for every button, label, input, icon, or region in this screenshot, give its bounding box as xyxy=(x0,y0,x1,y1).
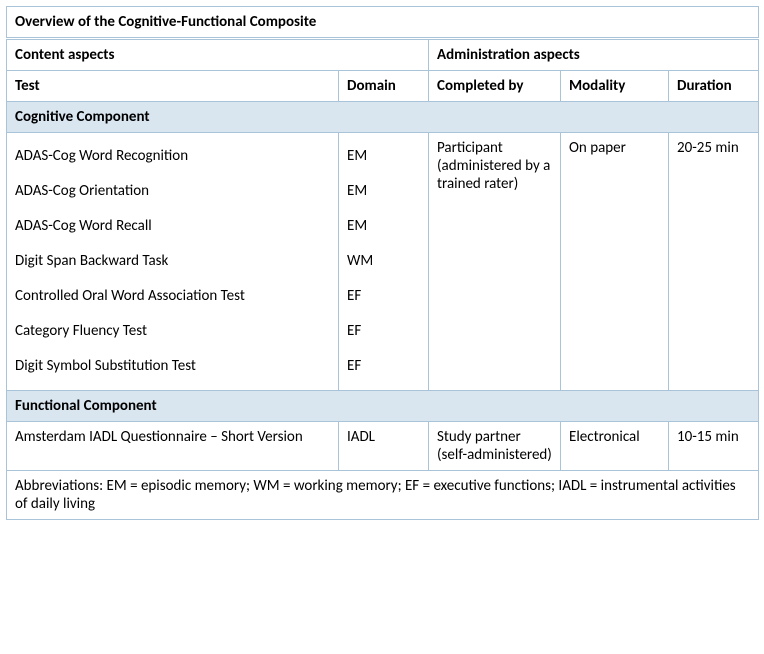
cognitive-domains-cell: EM EM EM WM EF EF EF xyxy=(339,133,429,391)
functional-section-row: Functional Component xyxy=(7,391,759,422)
cognitive-test-name: ADAS-Cog Word Recall xyxy=(15,209,330,244)
cfc-overview-table: Overview of the Cognitive-Functional Com… xyxy=(6,6,759,520)
cognitive-test-domain: EM xyxy=(347,209,420,244)
functional-test-name: Amsterdam IADL Questionnaire – Short Ver… xyxy=(7,422,339,471)
col-domain-header: Domain xyxy=(339,71,429,102)
cognitive-completedby: Participant (administered by a trained r… xyxy=(429,133,561,391)
cognitive-test-name: Digit Span Backward Task xyxy=(15,244,330,279)
col-duration-header: Duration xyxy=(669,71,759,102)
table-title: Overview of the Cognitive-Functional Com… xyxy=(7,7,759,39)
aspects-header-row: Content aspects Administration aspects xyxy=(7,39,759,71)
functional-data-row: Amsterdam IADL Questionnaire – Short Ver… xyxy=(7,422,759,471)
content-aspects-header: Content aspects xyxy=(7,39,429,71)
cognitive-test-domain: EM xyxy=(347,139,420,174)
functional-modality: Electronical xyxy=(561,422,669,471)
cognitive-test-name: Category Fluency Test xyxy=(15,314,330,349)
cognitive-test-name: Digit Symbol Substitution Test xyxy=(15,349,330,384)
cognitive-test-name: ADAS-Cog Orientation xyxy=(15,174,330,209)
cognitive-section-row: Cognitive Component xyxy=(7,102,759,133)
cognitive-modality: On paper xyxy=(561,133,669,391)
column-header-row: Test Domain Completed by Modality Durati… xyxy=(7,71,759,102)
functional-test-domain: IADL xyxy=(339,422,429,471)
col-modality-header: Modality xyxy=(561,71,669,102)
cognitive-test-domain: WM xyxy=(347,244,420,279)
title-row: Overview of the Cognitive-Functional Com… xyxy=(7,7,759,39)
functional-duration: 10-15 min xyxy=(669,422,759,471)
cognitive-duration: 20-25 min xyxy=(669,133,759,391)
cognitive-test-name: ADAS-Cog Word Recognition xyxy=(15,139,330,174)
col-completedby-header: Completed by xyxy=(429,71,561,102)
col-test-header: Test xyxy=(7,71,339,102)
abbreviations-row: Abbreviations: EM = episodic memory; WM … xyxy=(7,471,759,520)
abbreviations-text: Abbreviations: EM = episodic memory; WM … xyxy=(7,471,759,520)
cognitive-section-label: Cognitive Component xyxy=(7,102,759,133)
functional-section-label: Functional Component xyxy=(7,391,759,422)
functional-completedby: Study partner (self-administered) xyxy=(429,422,561,471)
administration-aspects-header: Administration aspects xyxy=(429,39,759,71)
cognitive-data-row: ADAS-Cog Word Recognition ADAS-Cog Orien… xyxy=(7,133,759,391)
cognitive-test-domain: EF xyxy=(347,314,420,349)
cognitive-test-domain: EM xyxy=(347,174,420,209)
cognitive-test-domain: EF xyxy=(347,349,420,384)
cognitive-tests-cell: ADAS-Cog Word Recognition ADAS-Cog Orien… xyxy=(7,133,339,391)
cognitive-test-name: Controlled Oral Word Association Test xyxy=(15,279,330,314)
cognitive-test-domain: EF xyxy=(347,279,420,314)
